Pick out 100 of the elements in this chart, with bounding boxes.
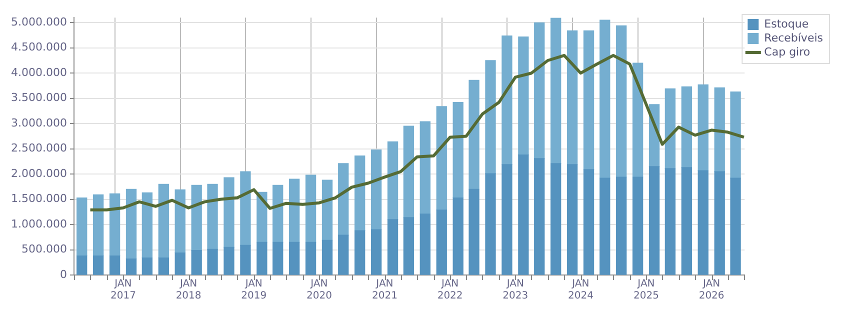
x-tick-label: JAN 2019	[241, 278, 267, 302]
bar	[191, 184, 202, 251]
bar	[338, 163, 349, 236]
bar	[387, 141, 398, 220]
bar	[240, 171, 251, 246]
bar	[632, 176, 644, 275]
bar	[207, 184, 218, 250]
y-tick-label: 2.000.000	[11, 166, 67, 180]
bar	[92, 194, 104, 256]
bar	[354, 156, 366, 231]
bar	[648, 166, 660, 275]
x-tick-label: JAN 2020	[306, 278, 332, 302]
bar	[76, 197, 88, 256]
bar	[288, 178, 300, 243]
bar	[566, 30, 578, 165]
bar	[502, 164, 512, 275]
bar	[174, 189, 186, 254]
bar	[387, 219, 398, 275]
bar	[436, 210, 447, 275]
y-tick-label: 0	[60, 268, 67, 281]
bar	[436, 106, 447, 210]
bar	[698, 84, 708, 171]
bar	[76, 255, 88, 275]
bar	[207, 248, 218, 275]
bar	[550, 18, 562, 164]
bar	[354, 230, 366, 275]
bar	[288, 242, 300, 275]
bar	[681, 167, 692, 275]
y-tick-label: 4.000.000	[11, 66, 67, 79]
y-tick-label: 1.500.000	[11, 192, 67, 206]
bar	[730, 91, 741, 178]
bar	[566, 164, 578, 275]
bar	[583, 30, 594, 170]
bar	[714, 87, 725, 172]
bar	[256, 242, 268, 275]
y-tick-label: 1.000.000	[11, 217, 67, 230]
bar	[272, 184, 284, 243]
bar	[664, 168, 676, 275]
x-tick-label: JAN 2025	[633, 278, 659, 302]
bar	[452, 102, 464, 198]
bar	[730, 178, 741, 275]
bar	[452, 197, 464, 275]
bar	[322, 240, 333, 275]
y-tick-label: 5.000.000	[11, 16, 67, 29]
bar	[272, 242, 284, 275]
bar	[109, 255, 120, 275]
bar	[420, 121, 430, 214]
bar	[92, 255, 104, 275]
bar	[616, 176, 627, 275]
y-tick-label: 500.000	[21, 242, 67, 256]
x-tick-label: JAN 2022	[437, 278, 463, 302]
bar	[583, 169, 594, 275]
y-tick-label: 3.000.000	[11, 116, 67, 130]
bar	[370, 150, 382, 230]
bar	[256, 192, 268, 243]
y-tick-label: 4.500.000	[11, 40, 67, 54]
bar	[632, 62, 644, 178]
bar	[174, 252, 186, 275]
bar	[600, 20, 610, 178]
bar	[126, 188, 137, 260]
legend-label: Cap giro	[764, 45, 810, 58]
bar	[485, 60, 496, 174]
bar	[142, 192, 153, 258]
bar	[403, 126, 414, 218]
bar	[600, 178, 610, 275]
bar	[305, 174, 316, 243]
bar	[485, 173, 496, 275]
bar	[158, 258, 169, 275]
bar	[534, 158, 545, 275]
x-tick-label: JAN 2017	[110, 278, 136, 302]
bar	[518, 36, 529, 156]
bar	[224, 177, 234, 248]
bar	[698, 170, 708, 275]
bar	[191, 250, 202, 275]
y-tick-label: 2.500.000	[11, 142, 67, 155]
bar	[550, 163, 562, 275]
bar	[126, 258, 137, 275]
bar	[158, 184, 169, 258]
x-tick-label: JAN 2026	[698, 278, 724, 302]
bar	[240, 244, 251, 275]
y-tick-label: 3.500.000	[11, 91, 67, 104]
bar	[109, 193, 120, 256]
x-tick-label: JAN 2024	[568, 278, 594, 302]
bar	[664, 88, 676, 169]
bar	[681, 86, 692, 168]
bar	[142, 258, 153, 275]
bar	[468, 80, 480, 190]
bar	[616, 25, 627, 178]
bar	[322, 180, 333, 241]
x-tick-label: JAN 2023	[502, 278, 528, 302]
bar	[370, 229, 382, 275]
bar	[714, 171, 725, 275]
bar	[403, 217, 414, 275]
bar	[305, 242, 316, 275]
bar	[224, 246, 234, 275]
x-tick-label: JAN 2021	[372, 278, 398, 302]
x-tick-label: JAN 2018	[176, 278, 202, 302]
bar	[468, 188, 480, 275]
bar	[502, 35, 512, 165]
bar	[518, 154, 529, 275]
